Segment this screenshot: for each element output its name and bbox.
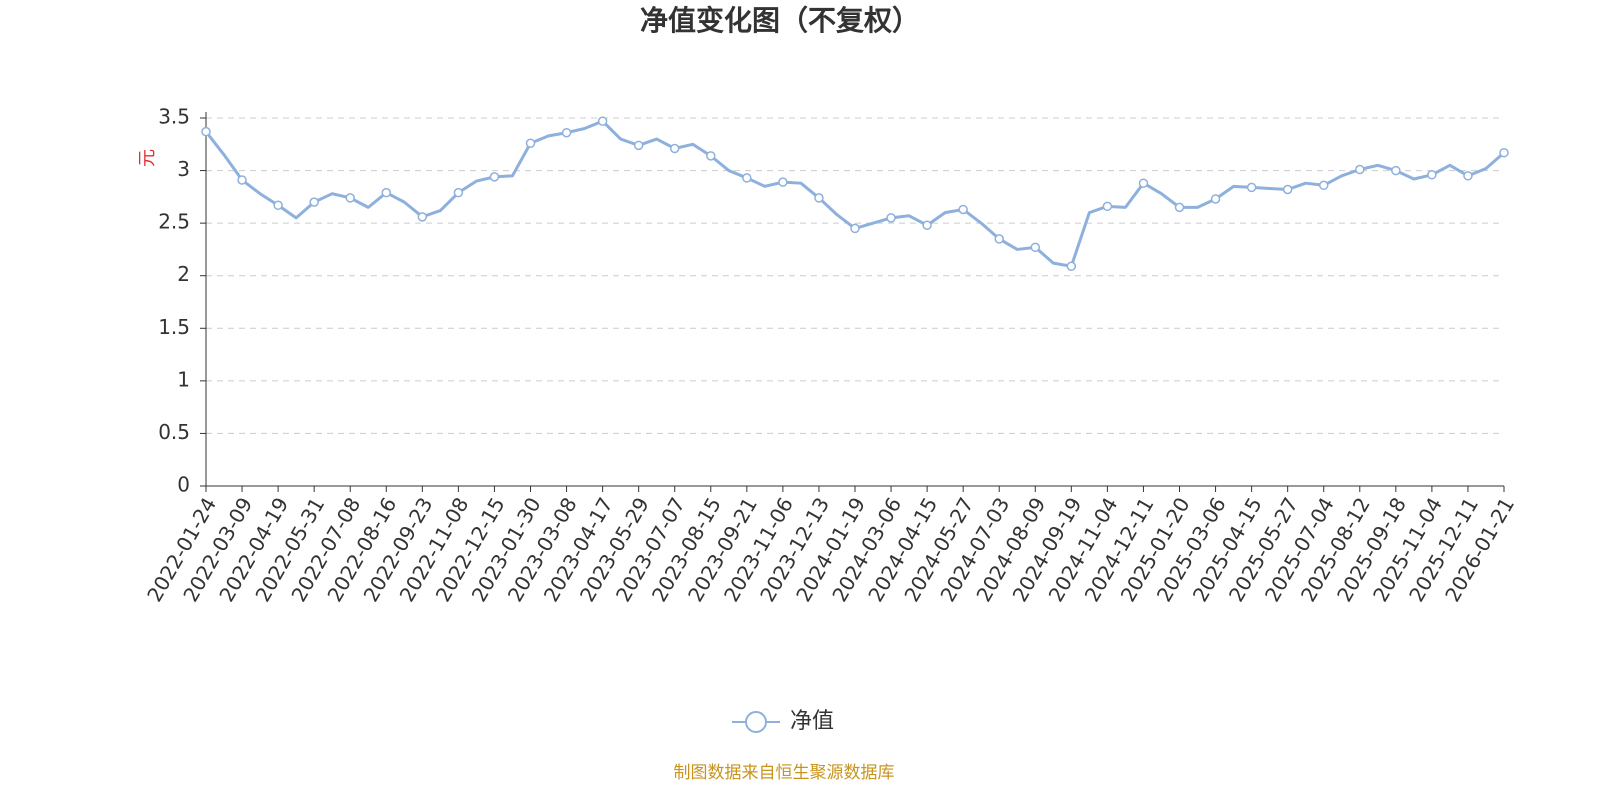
y-tick-label: 3 [177, 157, 190, 181]
source-note: 制图数据来自恒生聚源数据库 [674, 763, 895, 783]
point-marker [633, 140, 644, 151]
point-marker [381, 187, 392, 198]
point-marker [561, 127, 572, 138]
point-marker [273, 200, 283, 211]
point-marker [1391, 165, 1401, 176]
y-tick-label: 2 [177, 262, 190, 286]
point-marker [1318, 180, 1329, 191]
point-marker [1030, 242, 1041, 253]
point-marker [1246, 182, 1257, 193]
point-marker [201, 126, 211, 137]
point-marker [345, 193, 355, 203]
point-marker [453, 187, 464, 198]
y-tick-label: 2.5 [158, 210, 190, 234]
point-marker [1102, 201, 1113, 212]
y-tick-label: 0.5 [158, 420, 190, 444]
point-marker [237, 175, 247, 185]
point-marker [1499, 147, 1509, 158]
point-marker [886, 213, 896, 223]
point-marker [309, 197, 319, 207]
y-tick-label: 1 [177, 367, 190, 391]
legend-label: 净值 [790, 709, 834, 734]
point-marker [778, 177, 788, 187]
y-tick-label: 0 [177, 473, 190, 497]
chart-title: 净值变化图（不复权） [640, 4, 920, 37]
point-marker [489, 172, 500, 182]
y-tick-label: 1.5 [158, 315, 190, 339]
point-marker [1138, 178, 1149, 188]
point-marker [742, 173, 752, 183]
point-marker [814, 193, 824, 203]
y-axis-label: 元 [137, 149, 158, 167]
point-marker [417, 212, 428, 222]
point-marker [597, 116, 608, 126]
point-marker [1174, 202, 1185, 213]
point-marker [1427, 170, 1437, 180]
point-marker [994, 234, 1004, 244]
point-marker [850, 223, 860, 234]
y-tick-label: 3.5 [158, 105, 190, 129]
point-marker [525, 138, 536, 148]
point-marker [669, 143, 680, 154]
point-marker [1210, 194, 1221, 204]
series-line [204, 119, 1505, 268]
legend-marker [745, 711, 767, 733]
point-marker [922, 220, 932, 230]
point-marker [1282, 184, 1293, 195]
point-marker [958, 204, 968, 215]
point-marker [1463, 171, 1473, 181]
point-marker [1355, 164, 1365, 175]
point-marker [706, 151, 716, 161]
point-marker [1066, 261, 1077, 272]
